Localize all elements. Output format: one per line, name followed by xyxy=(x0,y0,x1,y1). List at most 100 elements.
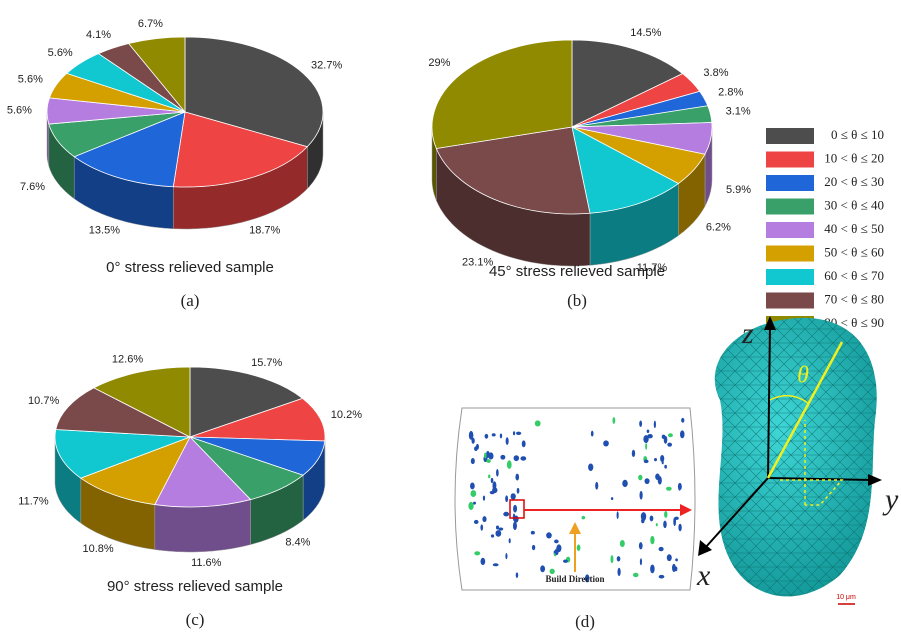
pore xyxy=(644,459,649,463)
pore xyxy=(474,446,478,451)
pore xyxy=(650,516,654,522)
data-label: 15.7% xyxy=(251,357,282,369)
legend-label: 30 < θ ≤ 40 xyxy=(824,197,884,212)
data-label: 2.8% xyxy=(718,87,743,99)
pore xyxy=(660,455,664,462)
panel-label: (c) xyxy=(186,610,205,629)
z-label: z xyxy=(741,317,754,350)
pore xyxy=(611,555,614,563)
pore xyxy=(633,573,639,577)
pore xyxy=(675,558,678,561)
data-label: 10.8% xyxy=(83,543,114,555)
data-label: 4.1% xyxy=(86,29,111,41)
pore xyxy=(595,482,598,490)
data-label: 5.6% xyxy=(48,47,73,59)
legend-label: 40 < θ ≤ 50 xyxy=(824,221,884,236)
pore xyxy=(506,437,509,445)
legend-swatch xyxy=(766,246,814,262)
legend-label: 20 < θ ≤ 30 xyxy=(824,174,884,189)
pore xyxy=(678,524,681,531)
pore xyxy=(656,523,658,526)
pore xyxy=(488,452,493,459)
data-label: 14.5% xyxy=(630,27,661,39)
pore xyxy=(469,431,474,440)
data-label: 29% xyxy=(428,57,450,69)
pore xyxy=(490,491,495,494)
pore xyxy=(664,436,668,444)
data-label: 10.7% xyxy=(28,395,59,407)
pore xyxy=(473,502,476,505)
legend-swatch xyxy=(766,293,814,309)
pore xyxy=(617,556,621,561)
legend-label: 70 < θ ≤ 80 xyxy=(824,291,884,306)
pore xyxy=(468,502,473,510)
pore xyxy=(505,553,507,559)
pore xyxy=(507,460,512,469)
pore xyxy=(474,551,480,555)
pore xyxy=(493,563,499,566)
pore xyxy=(532,545,535,550)
pore xyxy=(674,566,677,571)
pore xyxy=(659,575,665,579)
particle xyxy=(690,310,890,610)
pore xyxy=(591,431,594,437)
pore xyxy=(645,443,647,450)
pore xyxy=(505,495,508,502)
legend-swatch xyxy=(766,175,814,191)
build-direction: Build Direction xyxy=(545,574,604,584)
x-label: x xyxy=(696,559,711,592)
pore xyxy=(481,558,486,565)
pore xyxy=(664,511,667,518)
legend-label: 60 < θ ≤ 70 xyxy=(824,268,884,283)
legend-label: 0 ≤ θ ≤ 10 xyxy=(831,127,884,142)
pore xyxy=(540,565,545,572)
pie-chart: 15.7%10.2%8.4%11.6%10.8%11.7%10.7%12.6%9… xyxy=(18,353,362,629)
pore xyxy=(482,516,486,522)
pore xyxy=(588,464,593,472)
legend-label: 50 < θ ≤ 60 xyxy=(824,244,884,259)
pore xyxy=(650,564,655,573)
pore xyxy=(491,534,494,537)
pore xyxy=(513,513,516,521)
pore xyxy=(511,493,516,499)
pore xyxy=(515,474,519,481)
figure: 32.7%18.7%13.5%7.6%5.6%5.6%5.6%4.1%6.7%0… xyxy=(0,0,901,641)
legend-swatch xyxy=(766,152,814,168)
pore xyxy=(647,429,650,433)
pore xyxy=(500,433,502,438)
pore xyxy=(485,434,489,439)
pore xyxy=(644,478,649,484)
data-label: 12.6% xyxy=(112,353,143,365)
pore xyxy=(488,474,490,478)
pore xyxy=(664,465,667,469)
legend-swatch xyxy=(766,199,814,215)
angle-label: θ xyxy=(797,363,809,389)
pore xyxy=(492,481,496,490)
data-label: 18.7% xyxy=(249,225,280,237)
chart-title: 90° stress relieved sample xyxy=(107,578,283,595)
pore xyxy=(531,531,535,535)
panel-label: (a) xyxy=(181,291,200,310)
y-label: y xyxy=(882,483,899,516)
pore xyxy=(498,528,503,531)
pore xyxy=(659,547,664,551)
pore xyxy=(522,440,526,447)
chart-title: 45° stress relieved sample xyxy=(489,263,665,280)
data-label: 11.7% xyxy=(18,495,49,507)
pore xyxy=(640,491,643,500)
data-label: 6.7% xyxy=(138,18,163,30)
pore xyxy=(647,434,652,438)
legend-label: 10 < θ ≤ 20 xyxy=(824,150,884,165)
pore xyxy=(668,433,673,437)
pore xyxy=(666,487,672,491)
pore xyxy=(554,540,559,544)
pore xyxy=(513,522,517,530)
pore xyxy=(650,536,654,544)
pore xyxy=(639,421,642,427)
pore xyxy=(500,455,505,460)
data-label: 10.2% xyxy=(331,409,362,421)
pore xyxy=(611,497,613,500)
data-label: 5.9% xyxy=(726,184,751,196)
data-label: 5.6% xyxy=(18,74,43,86)
pore xyxy=(470,483,475,490)
